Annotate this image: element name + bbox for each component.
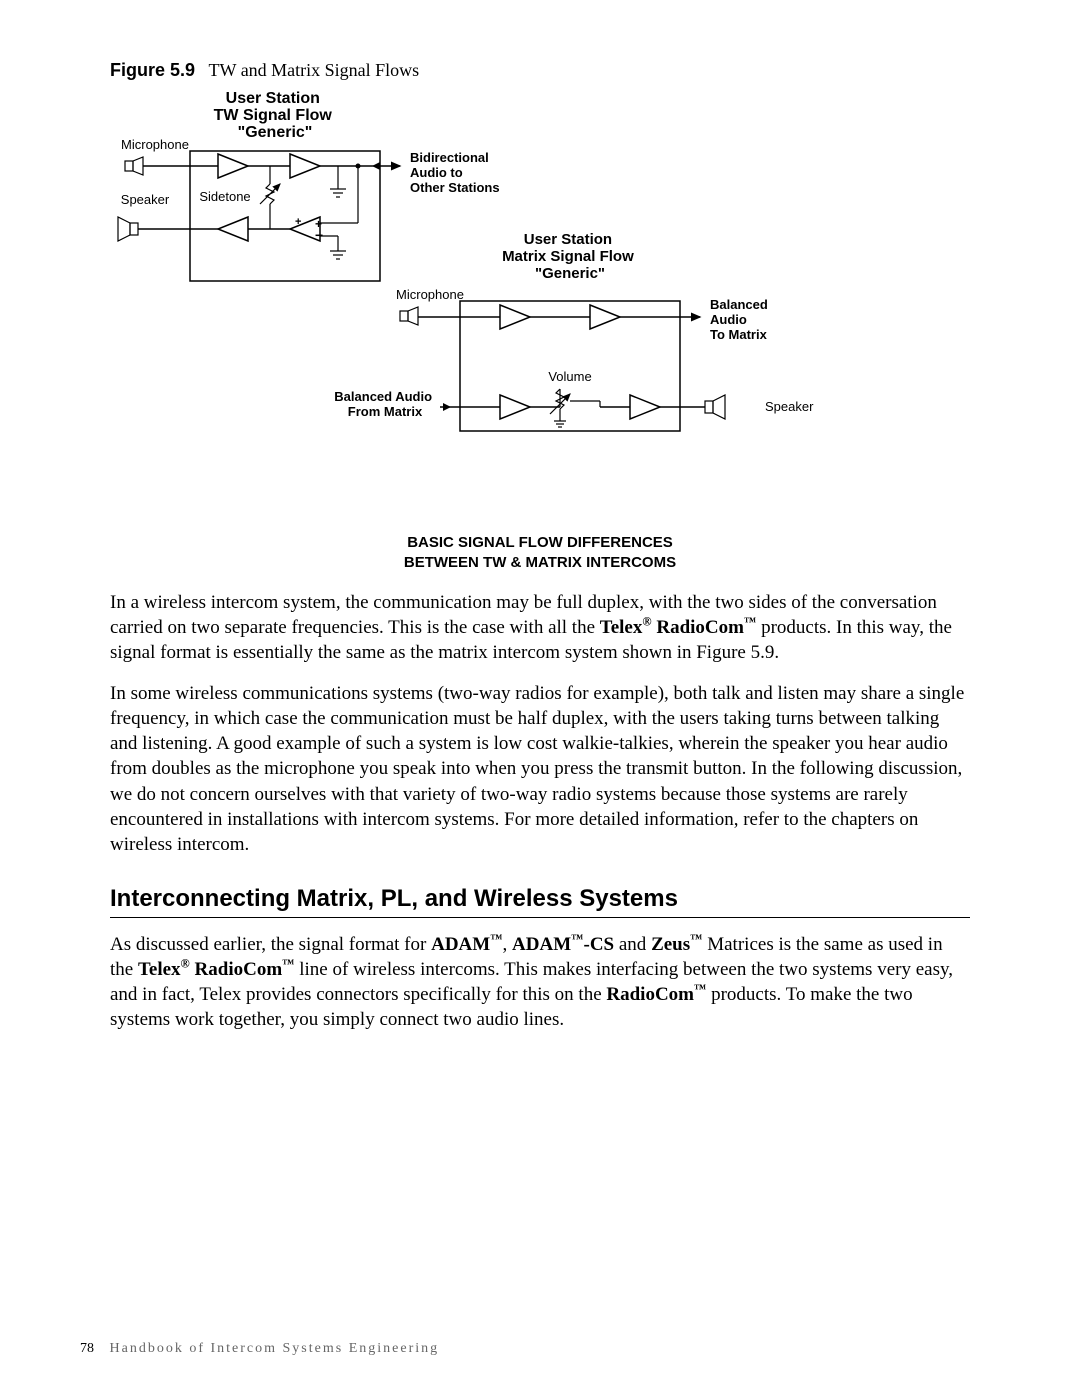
signal-flow-diagram: User Station TW Signal Flow "Generic" Mi…: [100, 89, 970, 519]
svg-text:Microphone: Microphone: [396, 287, 464, 302]
svg-text:Balanced Audio From Matr: Balanced Audio From Matrix: [334, 389, 435, 419]
svg-text:Microphone: Microphone: [121, 137, 189, 152]
svg-text:Bidirectional Audio to: Bidirectional Audio to Other Stations: [410, 150, 500, 195]
figure-label: Figure 5.9: [110, 60, 195, 80]
paragraph-3: As discussed earlier, the signal format …: [110, 932, 970, 1032]
section-rule: [110, 917, 970, 918]
book-title: Handbook of Intercom Systems Engineering: [110, 1341, 440, 1356]
svg-text:User Station TW Signal F: User Station TW Signal Flow "Generic": [214, 90, 337, 141]
svg-text:+: +: [295, 216, 301, 228]
page-number: 78: [80, 1341, 94, 1356]
svg-text:Speaker: Speaker: [765, 399, 814, 414]
paragraph-2: In some wireless communications systems …: [110, 681, 970, 857]
figure-title: TW and Matrix Signal Flows: [209, 60, 420, 80]
paragraph-1: In a wireless intercom system, the commu…: [110, 590, 970, 665]
figure-caption: Figure 5.9 TW and Matrix Signal Flows: [110, 60, 970, 81]
section-heading: Interconnecting Matrix, PL, and Wireless…: [110, 885, 970, 913]
svg-text:Sidetone: Sidetone: [199, 189, 250, 204]
page-footer: 78 Handbook of Intercom Systems Engineer…: [80, 1341, 439, 1357]
svg-text:−: −: [315, 227, 323, 243]
svg-text:Speaker: Speaker: [121, 192, 170, 207]
svg-text:Balanced Audio To: Balanced Audio To Matrix: [710, 297, 771, 342]
svg-text:User Station Matrix Sign: User Station Matrix Signal Flow "Generic…: [502, 231, 638, 282]
svg-text:Volume: Volume: [548, 369, 591, 384]
diagram-caption: BASIC SIGNAL FLOW DIFFERENCES BETWEEN TW…: [110, 533, 970, 572]
